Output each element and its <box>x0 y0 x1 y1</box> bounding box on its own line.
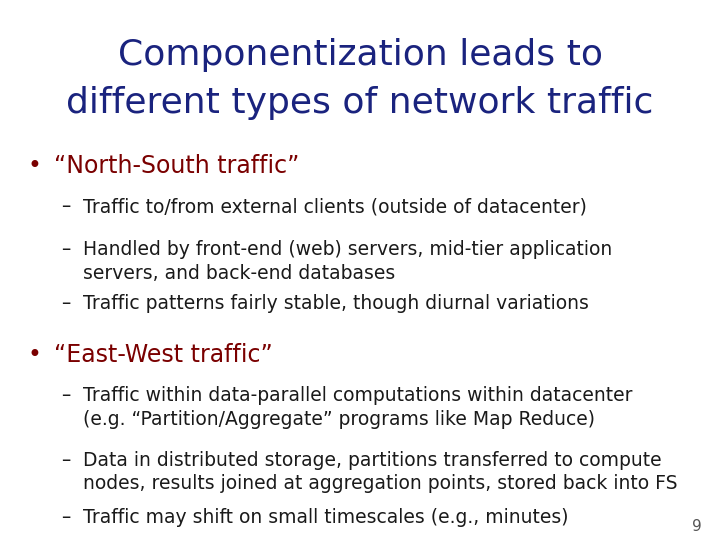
Text: Data in distributed storage, partitions transferred to compute
nodes, results jo: Data in distributed storage, partitions … <box>83 451 678 494</box>
Text: –: – <box>61 386 71 405</box>
Text: different types of network traffic: different types of network traffic <box>66 86 654 120</box>
Text: Traffic within data-parallel computations within datacenter
(e.g. “Partition/Agg: Traffic within data-parallel computation… <box>83 386 632 429</box>
Text: Handled by front-end (web) servers, mid-tier application
servers, and back-end d: Handled by front-end (web) servers, mid-… <box>83 240 612 283</box>
Text: “East-West traffic”: “East-West traffic” <box>54 343 273 367</box>
Text: •: • <box>27 343 41 367</box>
Text: “North-South traffic”: “North-South traffic” <box>54 154 300 178</box>
Text: •: • <box>27 154 41 178</box>
Text: Traffic patterns fairly stable, though diurnal variations: Traffic patterns fairly stable, though d… <box>83 294 589 313</box>
Text: 9: 9 <box>692 518 702 534</box>
Text: –: – <box>61 197 71 216</box>
Text: Traffic may shift on small timescales (e.g., minutes): Traffic may shift on small timescales (e… <box>83 508 568 526</box>
Text: Componentization leads to: Componentization leads to <box>117 38 603 72</box>
Text: –: – <box>61 451 71 470</box>
Text: –: – <box>61 508 71 526</box>
Text: –: – <box>61 294 71 313</box>
Text: –: – <box>61 240 71 259</box>
Text: Traffic to/from external clients (outside of datacenter): Traffic to/from external clients (outsid… <box>83 197 587 216</box>
